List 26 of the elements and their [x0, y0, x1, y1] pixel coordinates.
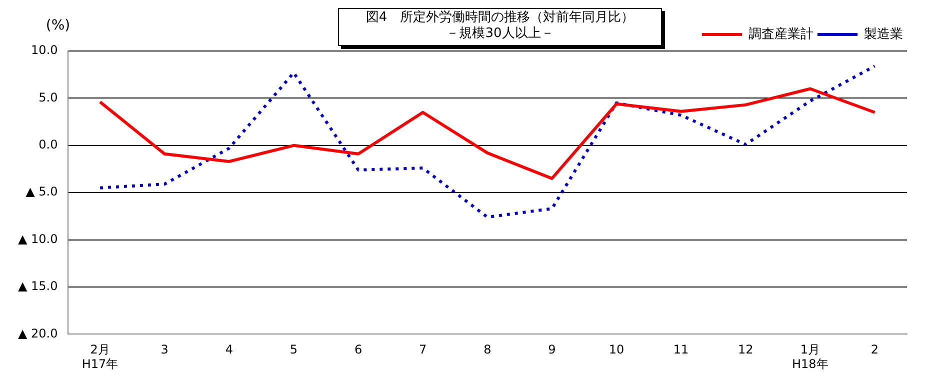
y-tick-label: 5.0: [38, 90, 58, 104]
chart-subtitle: －規模30人以上－: [445, 26, 555, 42]
y-tick-label: 10.0: [31, 43, 58, 58]
x-tick-label: 11: [673, 342, 689, 357]
x-tick-label: 2月 H17年: [82, 342, 118, 371]
x-tick-label: 2: [870, 342, 879, 357]
x-tick-label: 4: [225, 342, 233, 357]
y-tick-label: ▲ 5.0: [26, 184, 58, 199]
x-tick-label: 1月 H18年: [792, 342, 828, 371]
x-tick-label: 7: [419, 342, 427, 357]
x-tick-label: 8: [484, 342, 492, 357]
x-tick-label: 3: [160, 342, 168, 357]
x-tick-label: 12: [738, 342, 754, 357]
line-series: [98, 64, 876, 219]
legend-label: 調査産業計: [748, 26, 814, 42]
x-tick-label: 10: [608, 342, 624, 357]
y-tick-label: ▲ 10.0: [18, 232, 58, 246]
y-tick-label: 0.0: [38, 138, 58, 152]
chart-title: 図4 所定外労働時間の推移（対前年同月比）: [364, 10, 636, 26]
y-tick-label: ▲ 15.0: [18, 279, 58, 294]
y-axis-title: (%): [46, 18, 70, 34]
legend-label: 製造業: [864, 26, 903, 42]
x-tick-label: 9: [548, 342, 556, 357]
y-tick-label: ▲ 20.0: [18, 326, 58, 340]
x-tick-label: 6: [354, 342, 362, 357]
x-tick-label: 5: [290, 342, 298, 357]
